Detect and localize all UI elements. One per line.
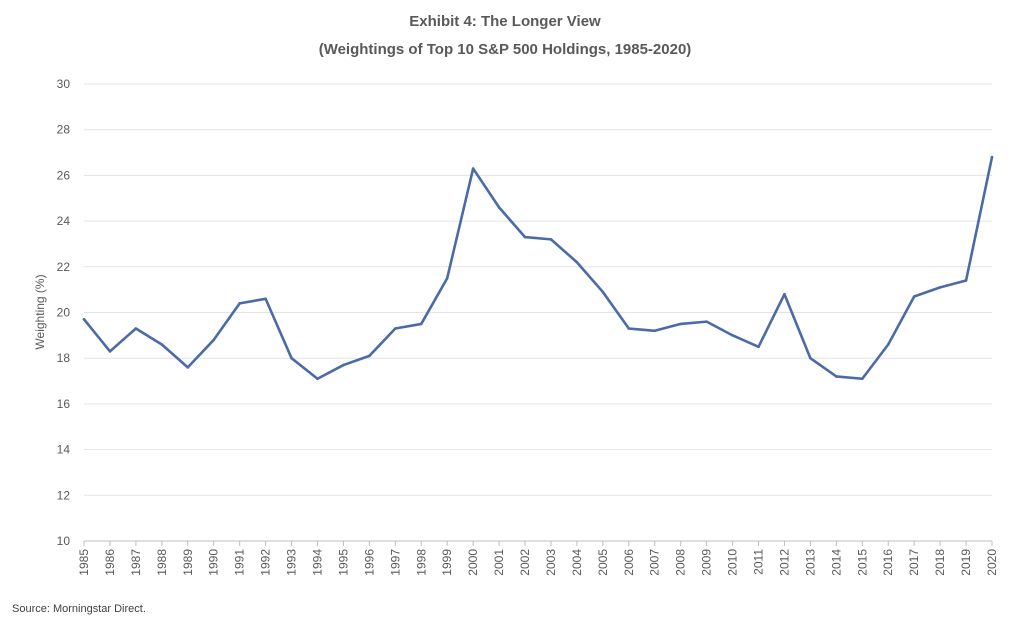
data-point-2008	[679, 322, 682, 326]
x-tick-label: 2008	[674, 549, 688, 576]
data-point-2016	[886, 343, 890, 346]
data-point-1986	[108, 350, 112, 353]
x-tick-label: 1987	[129, 549, 143, 576]
y-tick-label: 18	[57, 351, 71, 365]
data-point-2012	[783, 292, 786, 296]
x-tick-label: 1999	[440, 549, 454, 576]
data-point-1998	[419, 322, 423, 326]
chart-subtitle: (Weightings of Top 10 S&P 500 Holdings, …	[319, 41, 692, 58]
data-point-2013	[809, 356, 812, 360]
y-tick-label: 24	[57, 214, 71, 228]
x-tick-label: 1992	[259, 549, 273, 576]
y-axis-label: Weighting (%)	[33, 274, 47, 349]
x-tick-label: 2001	[492, 549, 506, 576]
gridlines	[84, 83, 992, 542]
data-point-2009	[705, 320, 708, 323]
x-tick-label: 2006	[622, 549, 636, 576]
data-point-2001	[497, 206, 501, 209]
x-tick-label: 1993	[285, 549, 299, 576]
data-point-2007	[653, 329, 657, 333]
x-tick-label: 2000	[466, 549, 480, 576]
data-point-2003	[549, 238, 553, 241]
y-tick-label: 14	[57, 443, 71, 457]
x-tick-label: 1985	[77, 549, 91, 576]
x-tick-label: 2010	[726, 549, 740, 576]
y-tick-label: 30	[57, 77, 71, 91]
x-tick-label: 1994	[310, 549, 324, 576]
x-tick-label: 2014	[829, 549, 843, 576]
data-point-2005	[601, 290, 605, 294]
data-point-1995	[342, 363, 345, 367]
data-point-1999	[445, 276, 449, 280]
data-point-2018	[938, 286, 942, 289]
x-tick-label: 1986	[103, 549, 117, 576]
x-tick-label: 1996	[362, 549, 376, 576]
data-point-2000	[471, 167, 475, 170]
x-tick-label: 2002	[518, 549, 532, 576]
x-tick-label: 2017	[907, 549, 921, 576]
x-tick-label: 2003	[544, 549, 558, 576]
x-tick-label: 1995	[336, 549, 350, 576]
x-tick-label: 2005	[596, 549, 610, 576]
x-tick-label: 2012	[777, 549, 791, 576]
series-layer	[82, 155, 994, 381]
data-point-1987	[134, 327, 138, 330]
y-tick-labels: 10 12 14 16 18 20 22 24 26 28 30	[57, 77, 71, 548]
data-point-2014	[835, 375, 838, 378]
data-point-2020	[990, 155, 994, 159]
x-tick-label: 2018	[933, 549, 947, 576]
data-point-1996	[368, 354, 371, 358]
data-point-2019	[964, 279, 968, 282]
y-tick-label: 16	[57, 397, 71, 411]
x-tick-label: 2009	[700, 549, 714, 576]
x-tick-label: 1997	[388, 549, 402, 576]
y-tick-label: 20	[57, 306, 71, 320]
x-tick-labels: 1985 1986 1987 1988 1989 1990 1991 1992 1993 1994…	[77, 541, 999, 576]
x-tick-label: 1990	[207, 549, 221, 576]
y-tick-label: 26	[57, 168, 71, 182]
data-point-2015	[860, 377, 864, 381]
data-point-1988	[160, 343, 164, 346]
x-tick-label: 2020	[985, 549, 999, 576]
series-line-0	[82, 155, 994, 381]
x-tick-label: 2011	[752, 549, 766, 575]
chart-title: Exhibit 4: The Longer View	[409, 13, 601, 30]
x-tick-label: 2007	[648, 549, 662, 576]
y-tick-label: 22	[57, 260, 71, 274]
data-point-1990	[212, 338, 216, 342]
x-tick-label: 1989	[181, 549, 195, 576]
x-tick-label: 2013	[803, 549, 817, 576]
data-point-1993	[290, 356, 293, 360]
data-point-2006	[627, 327, 631, 330]
data-point-2004	[575, 260, 579, 264]
y-tick-label: 28	[57, 123, 71, 137]
x-tick-label: 1998	[414, 549, 428, 576]
data-point-2010	[731, 334, 734, 337]
y-tick-label: 10	[57, 534, 71, 548]
data-point-2002	[523, 235, 527, 239]
x-tick-label: 1991	[233, 549, 247, 576]
data-point-1991	[238, 302, 241, 305]
data-point-1985	[82, 318, 86, 321]
data-point-1989	[186, 366, 190, 369]
y-tick-label: 12	[57, 488, 71, 502]
data-point-1992	[264, 297, 267, 301]
data-point-2017	[912, 295, 916, 298]
data-point-1994	[316, 377, 319, 381]
x-tick-label: 2016	[881, 549, 895, 576]
x-tick-label: 2004	[570, 549, 584, 576]
x-tick-label: 2015	[855, 549, 869, 576]
data-point-1997	[394, 327, 397, 330]
x-tick-label: 1988	[155, 549, 169, 576]
x-tick-label: 2019	[959, 549, 973, 576]
data-point-2011	[757, 345, 760, 349]
source-note: Source: Morningstar Direct.	[12, 603, 146, 615]
